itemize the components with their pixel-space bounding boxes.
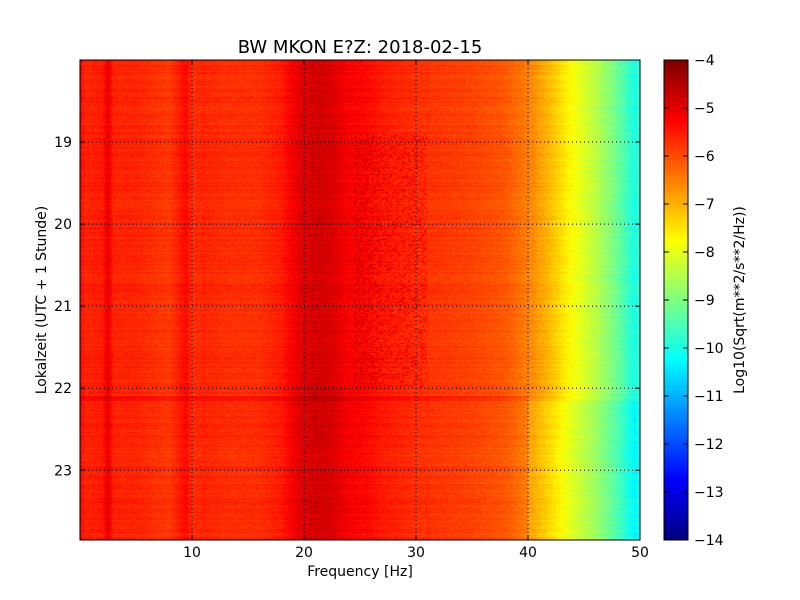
x-tick-label: 50: [631, 545, 649, 561]
y-tick-label: 22: [54, 381, 72, 397]
colorbar-tick-label: −9: [694, 293, 715, 309]
colorbar-tick-label: −11: [694, 389, 724, 405]
x-tick-label: 30: [407, 545, 425, 561]
colorbar-tick-label: −4: [694, 53, 715, 69]
x-tick-label: 20: [295, 545, 313, 561]
colorbar-tick-label: −8: [694, 245, 715, 261]
colorbar-label: Log10(Sqrt(m**2/s**2/Hz)): [732, 206, 748, 394]
colorbar: −4 −5 −6 −7 −8 −9 −10 −11 −12 −13 −14: [663, 53, 724, 549]
colorbar-tick-label: −13: [694, 485, 724, 501]
plot-frame: [79, 59, 641, 541]
chart-title: BW MKON E?Z: 2018-02-15: [238, 37, 483, 58]
grid-lines: [80, 60, 640, 540]
x-tick-label: 40: [519, 545, 537, 561]
x-axis-ticks: 10 20 30 40 50: [183, 60, 649, 561]
x-axis-label: Frequency [Hz]: [307, 564, 413, 580]
x-tick-label: 10: [183, 545, 201, 561]
colorbar-tick-label: −5: [694, 101, 715, 117]
y-tick-label: 19: [54, 135, 72, 151]
y-tick-label: 23: [54, 463, 72, 479]
y-tick-label: 21: [54, 299, 72, 315]
y-tick-label: 20: [54, 217, 72, 233]
colorbar-ticks: −4 −5 −6 −7 −8 −9 −10 −11 −12 −13 −14: [664, 53, 724, 549]
colorbar-tick-label: −6: [694, 149, 715, 165]
colorbar-tick-label: −14: [694, 533, 724, 549]
colorbar-tick-label: −10: [694, 341, 724, 357]
colorbar-tick-label: −12: [694, 437, 724, 453]
heatmap-image: [80, 60, 640, 540]
y-axis-ticks: 19 20 21 22 23: [54, 135, 640, 479]
colorbar-tick-label: −7: [694, 197, 715, 213]
plot-area: 10 20 30 40 50 19 20 21 22 23: [54, 59, 649, 561]
y-axis-label: Lokalzeit (UTC + 1 Stunde): [34, 206, 50, 395]
